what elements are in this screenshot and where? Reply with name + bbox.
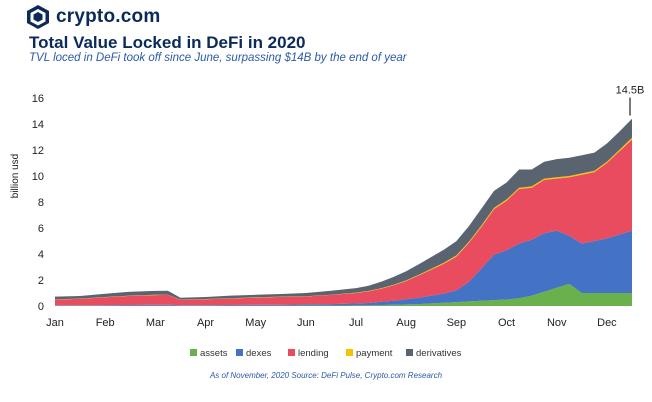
legend-item-derivatives: derivatives (406, 348, 462, 359)
annotation-label: 14.5B (616, 85, 645, 97)
legend-swatch (190, 349, 197, 356)
x-tick-label: Dec (597, 317, 617, 329)
x-tick-label: Feb (96, 317, 115, 329)
x-tick-label: Jul (349, 317, 363, 329)
area-layers (55, 118, 632, 306)
x-tick-label: Oct (498, 317, 515, 329)
y-axis: 0 2 4 6 8 10 12 14 16 (32, 93, 44, 313)
x-tick-label: Sep (447, 317, 467, 329)
chart-subtitle: TVL loced in DeFi took off since June, s… (29, 52, 407, 64)
x-tick-label: Aug (396, 317, 416, 329)
legend-label: dexes (246, 348, 272, 359)
legend-item-lending: lending (288, 348, 329, 359)
y-tick-label: 14 (32, 119, 44, 131)
legend-item-payment: payment (346, 348, 393, 359)
legend-swatch (406, 349, 413, 356)
source-footnote: As of November, 2020 Source: DeFi Pulse,… (209, 371, 443, 380)
brand-name: crypto.com (56, 6, 161, 27)
y-tick-label: 8 (38, 197, 44, 209)
legend-label: lending (298, 348, 329, 359)
x-tick-label: May (245, 317, 266, 329)
y-tick-label: 2 (38, 275, 44, 287)
y-tick-label: 16 (32, 93, 44, 105)
x-tick-label: Nov (547, 317, 567, 329)
chart-title: Total Value Locked in DeFi in 2020 (29, 33, 306, 52)
y-axis-label: billion usd (10, 154, 21, 198)
y-tick-label: 4 (38, 249, 44, 261)
x-tick-label: Apr (197, 317, 214, 329)
legend-item-dexes: dexes (236, 348, 272, 359)
x-tick-label: Mar (146, 317, 165, 329)
legend-label: payment (356, 348, 393, 359)
x-axis: Jan Feb Mar Apr May Jun Jul Aug Sep Oct Nov Dec (46, 317, 617, 329)
y-tick-label: 10 (32, 171, 44, 183)
brand: crypto.com (26, 4, 160, 30)
legend-swatch (288, 349, 295, 356)
area-assets (55, 283, 632, 306)
y-tick-label: 12 (32, 145, 44, 157)
x-tick-label: Jan (46, 317, 64, 329)
crypto-com-lion-shield-icon (27, 5, 49, 29)
legend-label: derivatives (416, 348, 462, 359)
x-tick-label: Jun (297, 317, 315, 329)
legend-label: assets (200, 348, 228, 359)
legend-item-assets: assets (190, 348, 228, 359)
area-dexes (55, 230, 632, 306)
legend: assets dexes lending payment derivatives (190, 348, 462, 359)
y-tick-label: 6 (38, 223, 44, 235)
legend-swatch (236, 349, 243, 356)
legend-swatch (346, 349, 353, 356)
area-lending (55, 139, 632, 306)
y-tick-label: 0 (38, 301, 44, 313)
